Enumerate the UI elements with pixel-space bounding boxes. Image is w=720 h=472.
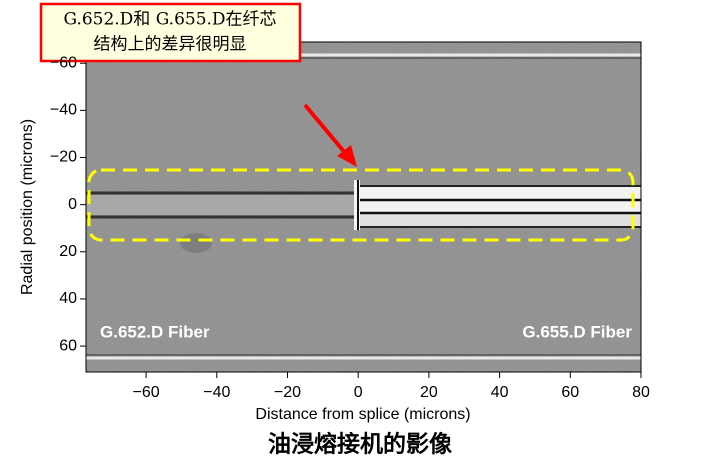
right-label: G.655.D Fiber — [522, 322, 632, 341]
x-tick-label: 0 — [354, 384, 363, 401]
x-tick-label: 60 — [561, 384, 579, 401]
y-tick-label: −60 — [50, 54, 77, 71]
x-tick-label: 20 — [420, 384, 438, 401]
plot-frame — [85, 41, 642, 373]
y-tick-label: −40 — [50, 102, 77, 119]
y-tick-label: −20 — [50, 149, 77, 166]
micrograph — [86, 42, 641, 372]
caption: 油浸熔接机的影像 — [268, 431, 453, 458]
arrow — [303, 103, 348, 156]
arrow-head — [337, 145, 357, 167]
y-tick-label: 20 — [59, 243, 77, 260]
x-tick-label: −40 — [203, 384, 230, 401]
x-tick-label: 80 — [632, 384, 650, 401]
callout-line: G.652.D和 G.655.D在纤芯 — [63, 10, 276, 30]
y-tick-label: 0 — [68, 196, 77, 213]
y-axis-label: Radial position (microns) — [19, 119, 36, 295]
callout-box — [39, 2, 302, 63]
x-tick-label: −60 — [133, 384, 160, 401]
highlight-box — [87, 168, 635, 242]
x-tick-label: −20 — [274, 384, 301, 401]
y-tick-label: 40 — [59, 290, 77, 307]
x-axis-label: Distance from splice (microns) — [255, 406, 470, 423]
callout-line: 结构上的差异很明显 — [94, 35, 247, 55]
y-tick-label: 60 — [59, 337, 77, 354]
left-label: G.652.D Fiber — [100, 322, 210, 341]
x-tick-label: 40 — [491, 384, 509, 401]
